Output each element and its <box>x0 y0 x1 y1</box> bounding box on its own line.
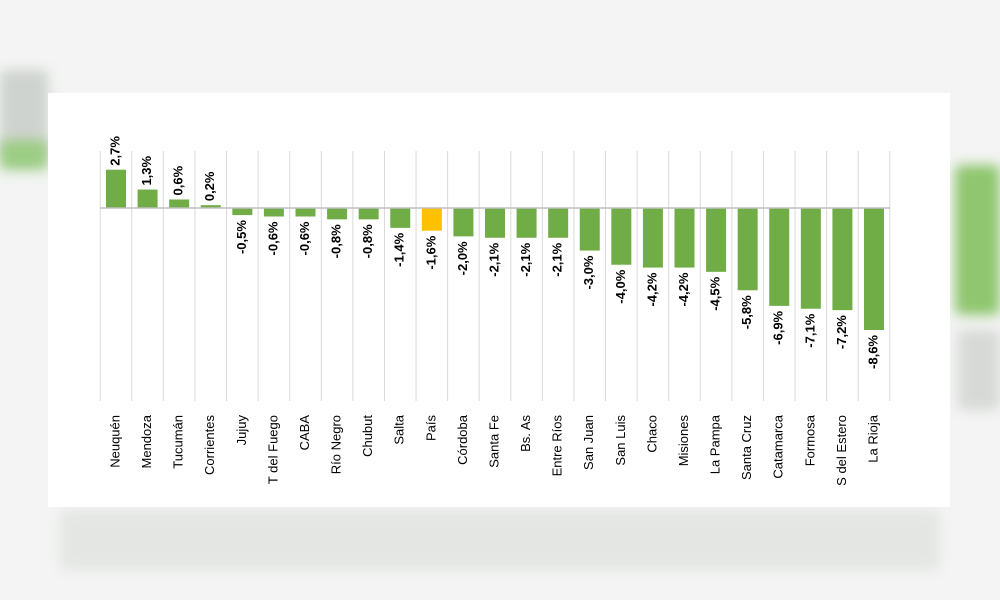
category-label: Santa Cruz <box>739 415 754 480</box>
data-label: -5,8% <box>739 295 754 329</box>
category-label: Tucumán <box>171 415 186 469</box>
data-label: -2,0% <box>455 241 470 275</box>
bar <box>485 208 505 238</box>
category-label: Entre Ríos <box>550 415 565 477</box>
bar <box>453 208 474 237</box>
category-label: San Juan <box>581 415 596 470</box>
bar <box>706 208 727 272</box>
category-label: CABA <box>297 415 312 451</box>
data-label: -4,5% <box>708 276 723 310</box>
data-label: -2,1% <box>550 242 565 276</box>
category-label: Formosa <box>802 414 817 466</box>
category-label: San Luis <box>613 415 628 466</box>
bar <box>263 208 284 217</box>
background-blob-right-gray <box>958 330 1000 410</box>
data-label: -0,6% <box>265 221 280 255</box>
category-label: Chubut <box>360 415 375 457</box>
bar <box>800 208 821 309</box>
category-label: Catamarca <box>771 414 786 478</box>
background-blob-right-green <box>955 165 1000 315</box>
bar <box>295 208 316 217</box>
data-label: -3,0% <box>581 255 596 289</box>
category-label: Bs. As <box>518 415 533 452</box>
data-label: 1,3% <box>139 155 154 185</box>
bar <box>642 208 663 268</box>
bar-chart: 2,7% 1,3% 0,6% 0,2% -0,5% -0,6% -0,6% -0,8% -0,8… <box>99 136 891 486</box>
bar <box>864 208 884 330</box>
data-label: -1,4% <box>392 232 407 266</box>
category-label: Córdoba <box>455 414 470 465</box>
data-label: -0,6% <box>297 221 312 255</box>
category-label: Mendoza <box>139 414 154 468</box>
data-label: -1,6% <box>423 235 438 269</box>
background-blob-left-green <box>0 140 48 170</box>
data-label: -7,2% <box>834 315 849 349</box>
category-label: Río Negro <box>329 415 344 474</box>
category-label: Salta <box>392 414 407 444</box>
category-label: Corrientes <box>202 415 217 475</box>
bar <box>358 208 379 220</box>
data-label: -8,6% <box>865 335 880 369</box>
bar <box>421 208 442 231</box>
bar <box>832 208 853 311</box>
data-label: -2,1% <box>518 242 533 276</box>
chart-card: 2,7% 1,3% 0,6% 0,2% -0,5% -0,6% -0,6% -0,8% -0,8… <box>48 93 950 507</box>
data-label: -6,9% <box>771 310 786 344</box>
data-label: -4,2% <box>676 272 691 306</box>
data-label: 2,7% <box>107 136 122 166</box>
category-label: País <box>423 415 438 442</box>
data-label: 0,2% <box>202 171 217 201</box>
category-label: Santa Fe <box>486 415 501 468</box>
bar <box>769 208 790 306</box>
category-label: Misiones <box>676 415 691 467</box>
bar <box>137 189 158 208</box>
bar <box>390 208 411 228</box>
bar <box>548 208 569 238</box>
category-label: Chaco <box>644 415 659 453</box>
bar <box>327 208 348 220</box>
bar <box>674 208 695 268</box>
bar <box>169 199 190 208</box>
data-label: -2,1% <box>486 242 501 276</box>
data-label: 0,6% <box>171 165 186 195</box>
bar <box>579 208 600 251</box>
data-label: -4,0% <box>613 269 628 303</box>
category-label: S del Estero <box>834 415 849 486</box>
data-label: -0,8% <box>329 224 344 258</box>
data-label: -0,5% <box>234 220 249 254</box>
category-label: La Pampa <box>708 414 723 474</box>
data-label: -4,2% <box>644 272 659 306</box>
data-label: -0,8% <box>360 224 375 258</box>
bar <box>200 205 221 208</box>
category-label: Neuquén <box>107 415 122 468</box>
bar <box>516 208 537 238</box>
bar <box>232 208 253 216</box>
bar <box>106 169 126 208</box>
bar <box>611 208 632 265</box>
category-label: Jujuy <box>234 415 249 446</box>
background-blob-bottom <box>60 510 940 570</box>
bar <box>737 208 758 291</box>
category-label: La Rioja <box>865 414 880 462</box>
data-label: -7,1% <box>802 313 817 347</box>
category-label: T del Fuego <box>265 415 280 484</box>
